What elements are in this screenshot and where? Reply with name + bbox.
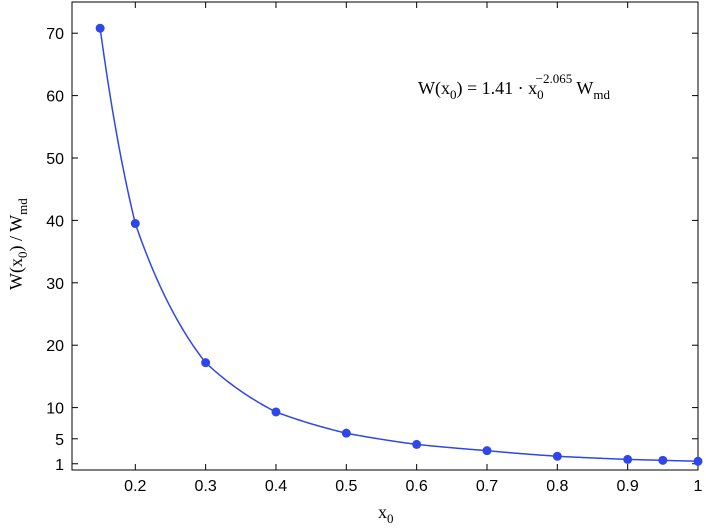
data-point bbox=[271, 407, 281, 417]
x-tick-label: 0.9 bbox=[617, 478, 639, 495]
y-axis-label: W(x0) / Wmd bbox=[6, 198, 30, 290]
x-tick-label: 0.6 bbox=[406, 478, 428, 495]
data-point bbox=[482, 446, 492, 456]
x-tick-label: 0.5 bbox=[335, 478, 357, 495]
data-point bbox=[130, 219, 140, 229]
x-tick-labels: 0.2 0.3 0.4 0.5 0.6 0.7 0.8 0.9 1 bbox=[124, 478, 702, 495]
x-tick-label: 0.3 bbox=[195, 478, 217, 495]
data-point bbox=[412, 439, 422, 449]
y-tick-label: 30 bbox=[46, 276, 64, 293]
data-point bbox=[658, 455, 668, 465]
plot-frame bbox=[71, 1, 699, 471]
tick-marks bbox=[72, 2, 699, 470]
y-tick-label: 5 bbox=[55, 432, 64, 449]
y-tick-label: 40 bbox=[46, 213, 64, 230]
data-point bbox=[693, 456, 703, 466]
x-tick-label: 0.4 bbox=[265, 478, 287, 495]
y-tick-label: 1 bbox=[55, 457, 64, 474]
x-tick-label: 0.7 bbox=[476, 478, 498, 495]
y-tick-labels: 1 5 10 20 30 40 50 60 70 bbox=[46, 26, 64, 474]
data-points bbox=[95, 23, 703, 466]
data-point bbox=[201, 358, 211, 368]
fit-curve bbox=[99, 28, 699, 463]
data-point bbox=[95, 23, 105, 33]
x-tick-label: 1 bbox=[694, 478, 703, 495]
x-tick-label: 0.2 bbox=[124, 478, 146, 495]
data-point bbox=[623, 454, 633, 464]
fit-equation: W(x0) = 1.41 · x0−2.065 Wmd bbox=[418, 71, 611, 102]
x-axis-label: x0 bbox=[378, 502, 394, 526]
y-tick-label: 10 bbox=[46, 401, 64, 418]
y-tick-label: 20 bbox=[46, 338, 64, 355]
data-point bbox=[341, 428, 351, 438]
y-tick-label: 60 bbox=[46, 89, 64, 106]
x-tick-label: 0.8 bbox=[546, 478, 568, 495]
y-tick-label: 70 bbox=[46, 26, 64, 43]
y-tick-label: 50 bbox=[46, 151, 64, 168]
data-point bbox=[552, 451, 562, 461]
